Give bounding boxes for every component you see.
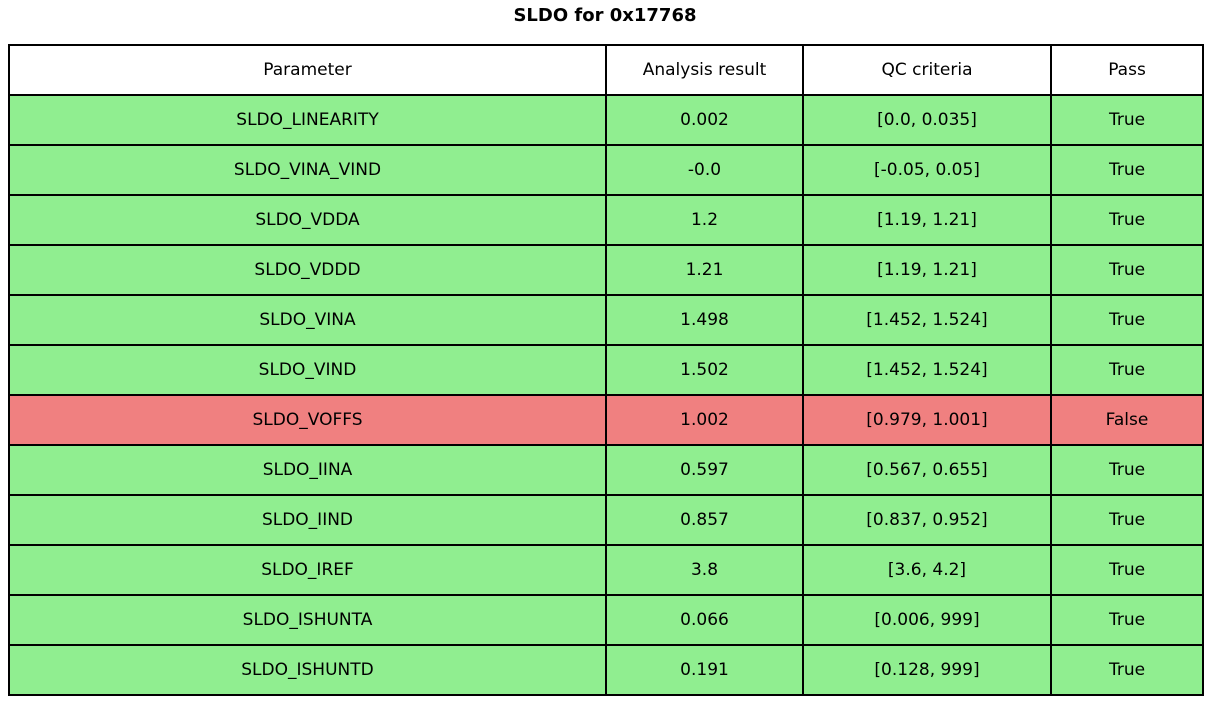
- cell-parameter: SLDO_LINEARITY: [8, 94, 607, 146]
- cell-pass: True: [1050, 494, 1204, 546]
- cell-criteria: [3.6, 4.2]: [802, 544, 1052, 596]
- cell-criteria: [0.128, 999]: [802, 644, 1052, 696]
- cell-parameter: SLDO_VIND: [8, 344, 607, 396]
- cell-result: 1.498: [605, 294, 804, 346]
- table-row: SLDO_IINA 0.597 [0.567, 0.655] True: [8, 444, 1204, 496]
- header-row: Parameter Analysis result QC criteria Pa…: [8, 44, 1204, 96]
- cell-pass: True: [1050, 94, 1204, 146]
- table-row-failed: SLDO_VOFFS 1.002 [0.979, 1.001] False: [8, 394, 1204, 446]
- cell-pass: True: [1050, 444, 1204, 496]
- table-body: SLDO_LINEARITY 0.002 [0.0, 0.035] True S…: [8, 94, 1204, 696]
- table-header: Parameter Analysis result QC criteria Pa…: [8, 44, 1204, 96]
- cell-parameter: SLDO_IREF: [8, 544, 607, 596]
- cell-criteria: [0.0, 0.035]: [802, 94, 1052, 146]
- column-header-analysis-result: Analysis result: [605, 44, 804, 96]
- cell-result: 0.857: [605, 494, 804, 546]
- cell-parameter: SLDO_ISHUNTA: [8, 594, 607, 646]
- cell-parameter: SLDO_ISHUNTD: [8, 644, 607, 696]
- cell-criteria: [1.19, 1.21]: [802, 244, 1052, 296]
- cell-result: 0.002: [605, 94, 804, 146]
- cell-result: -0.0: [605, 144, 804, 196]
- cell-pass: True: [1050, 594, 1204, 646]
- table-row: SLDO_IIND 0.857 [0.837, 0.952] True: [8, 494, 1204, 546]
- cell-pass: True: [1050, 344, 1204, 396]
- cell-parameter: SLDO_VOFFS: [8, 394, 607, 446]
- cell-parameter: SLDO_VINA: [8, 294, 607, 346]
- cell-criteria: [-0.05, 0.05]: [802, 144, 1052, 196]
- cell-criteria: [1.452, 1.524]: [802, 344, 1052, 396]
- qc-results-table: Parameter Analysis result QC criteria Pa…: [8, 44, 1204, 696]
- cell-parameter: SLDO_VINA_VIND: [8, 144, 607, 196]
- page-title: SLDO for 0x17768: [513, 5, 697, 26]
- cell-criteria: [1.452, 1.524]: [802, 294, 1052, 346]
- cell-pass: True: [1050, 144, 1204, 196]
- table-row: SLDO_VINA 1.498 [1.452, 1.524] True: [8, 294, 1204, 346]
- cell-parameter: SLDO_IIND: [8, 494, 607, 546]
- cell-criteria: [0.837, 0.952]: [802, 494, 1052, 546]
- table-row: SLDO_VINA_VIND -0.0 [-0.05, 0.05] True: [8, 144, 1204, 196]
- cell-pass: False: [1050, 394, 1204, 446]
- cell-pass: True: [1050, 294, 1204, 346]
- table-row: SLDO_VDDA 1.2 [1.19, 1.21] True: [8, 194, 1204, 246]
- cell-pass: True: [1050, 644, 1204, 696]
- cell-pass: True: [1050, 244, 1204, 296]
- cell-pass: True: [1050, 194, 1204, 246]
- cell-result: 3.8: [605, 544, 804, 596]
- cell-result: 1.2: [605, 194, 804, 246]
- table-row: SLDO_LINEARITY 0.002 [0.0, 0.035] True: [8, 94, 1204, 146]
- column-header-qc-criteria: QC criteria: [802, 44, 1052, 96]
- cell-result: 0.597: [605, 444, 804, 496]
- cell-parameter: SLDO_IINA: [8, 444, 607, 496]
- cell-parameter: SLDO_VDDA: [8, 194, 607, 246]
- column-header-pass: Pass: [1050, 44, 1204, 96]
- table-row: SLDO_IREF 3.8 [3.6, 4.2] True: [8, 544, 1204, 596]
- cell-result: 1.21: [605, 244, 804, 296]
- column-header-parameter: Parameter: [8, 44, 607, 96]
- cell-criteria: [0.006, 999]: [802, 594, 1052, 646]
- table-row: SLDO_VIND 1.502 [1.452, 1.524] True: [8, 344, 1204, 396]
- table-row: SLDO_VDDD 1.21 [1.19, 1.21] True: [8, 244, 1204, 296]
- cell-criteria: [0.567, 0.655]: [802, 444, 1052, 496]
- cell-criteria: [1.19, 1.21]: [802, 194, 1052, 246]
- cell-result: 1.502: [605, 344, 804, 396]
- cell-criteria: [0.979, 1.001]: [802, 394, 1052, 446]
- cell-result: 1.002: [605, 394, 804, 446]
- table-row: SLDO_ISHUNTA 0.066 [0.006, 999] True: [8, 594, 1204, 646]
- cell-pass: True: [1050, 544, 1204, 596]
- table-row: SLDO_ISHUNTD 0.191 [0.128, 999] True: [8, 644, 1204, 696]
- cell-result: 0.066: [605, 594, 804, 646]
- cell-parameter: SLDO_VDDD: [8, 244, 607, 296]
- cell-result: 0.191: [605, 644, 804, 696]
